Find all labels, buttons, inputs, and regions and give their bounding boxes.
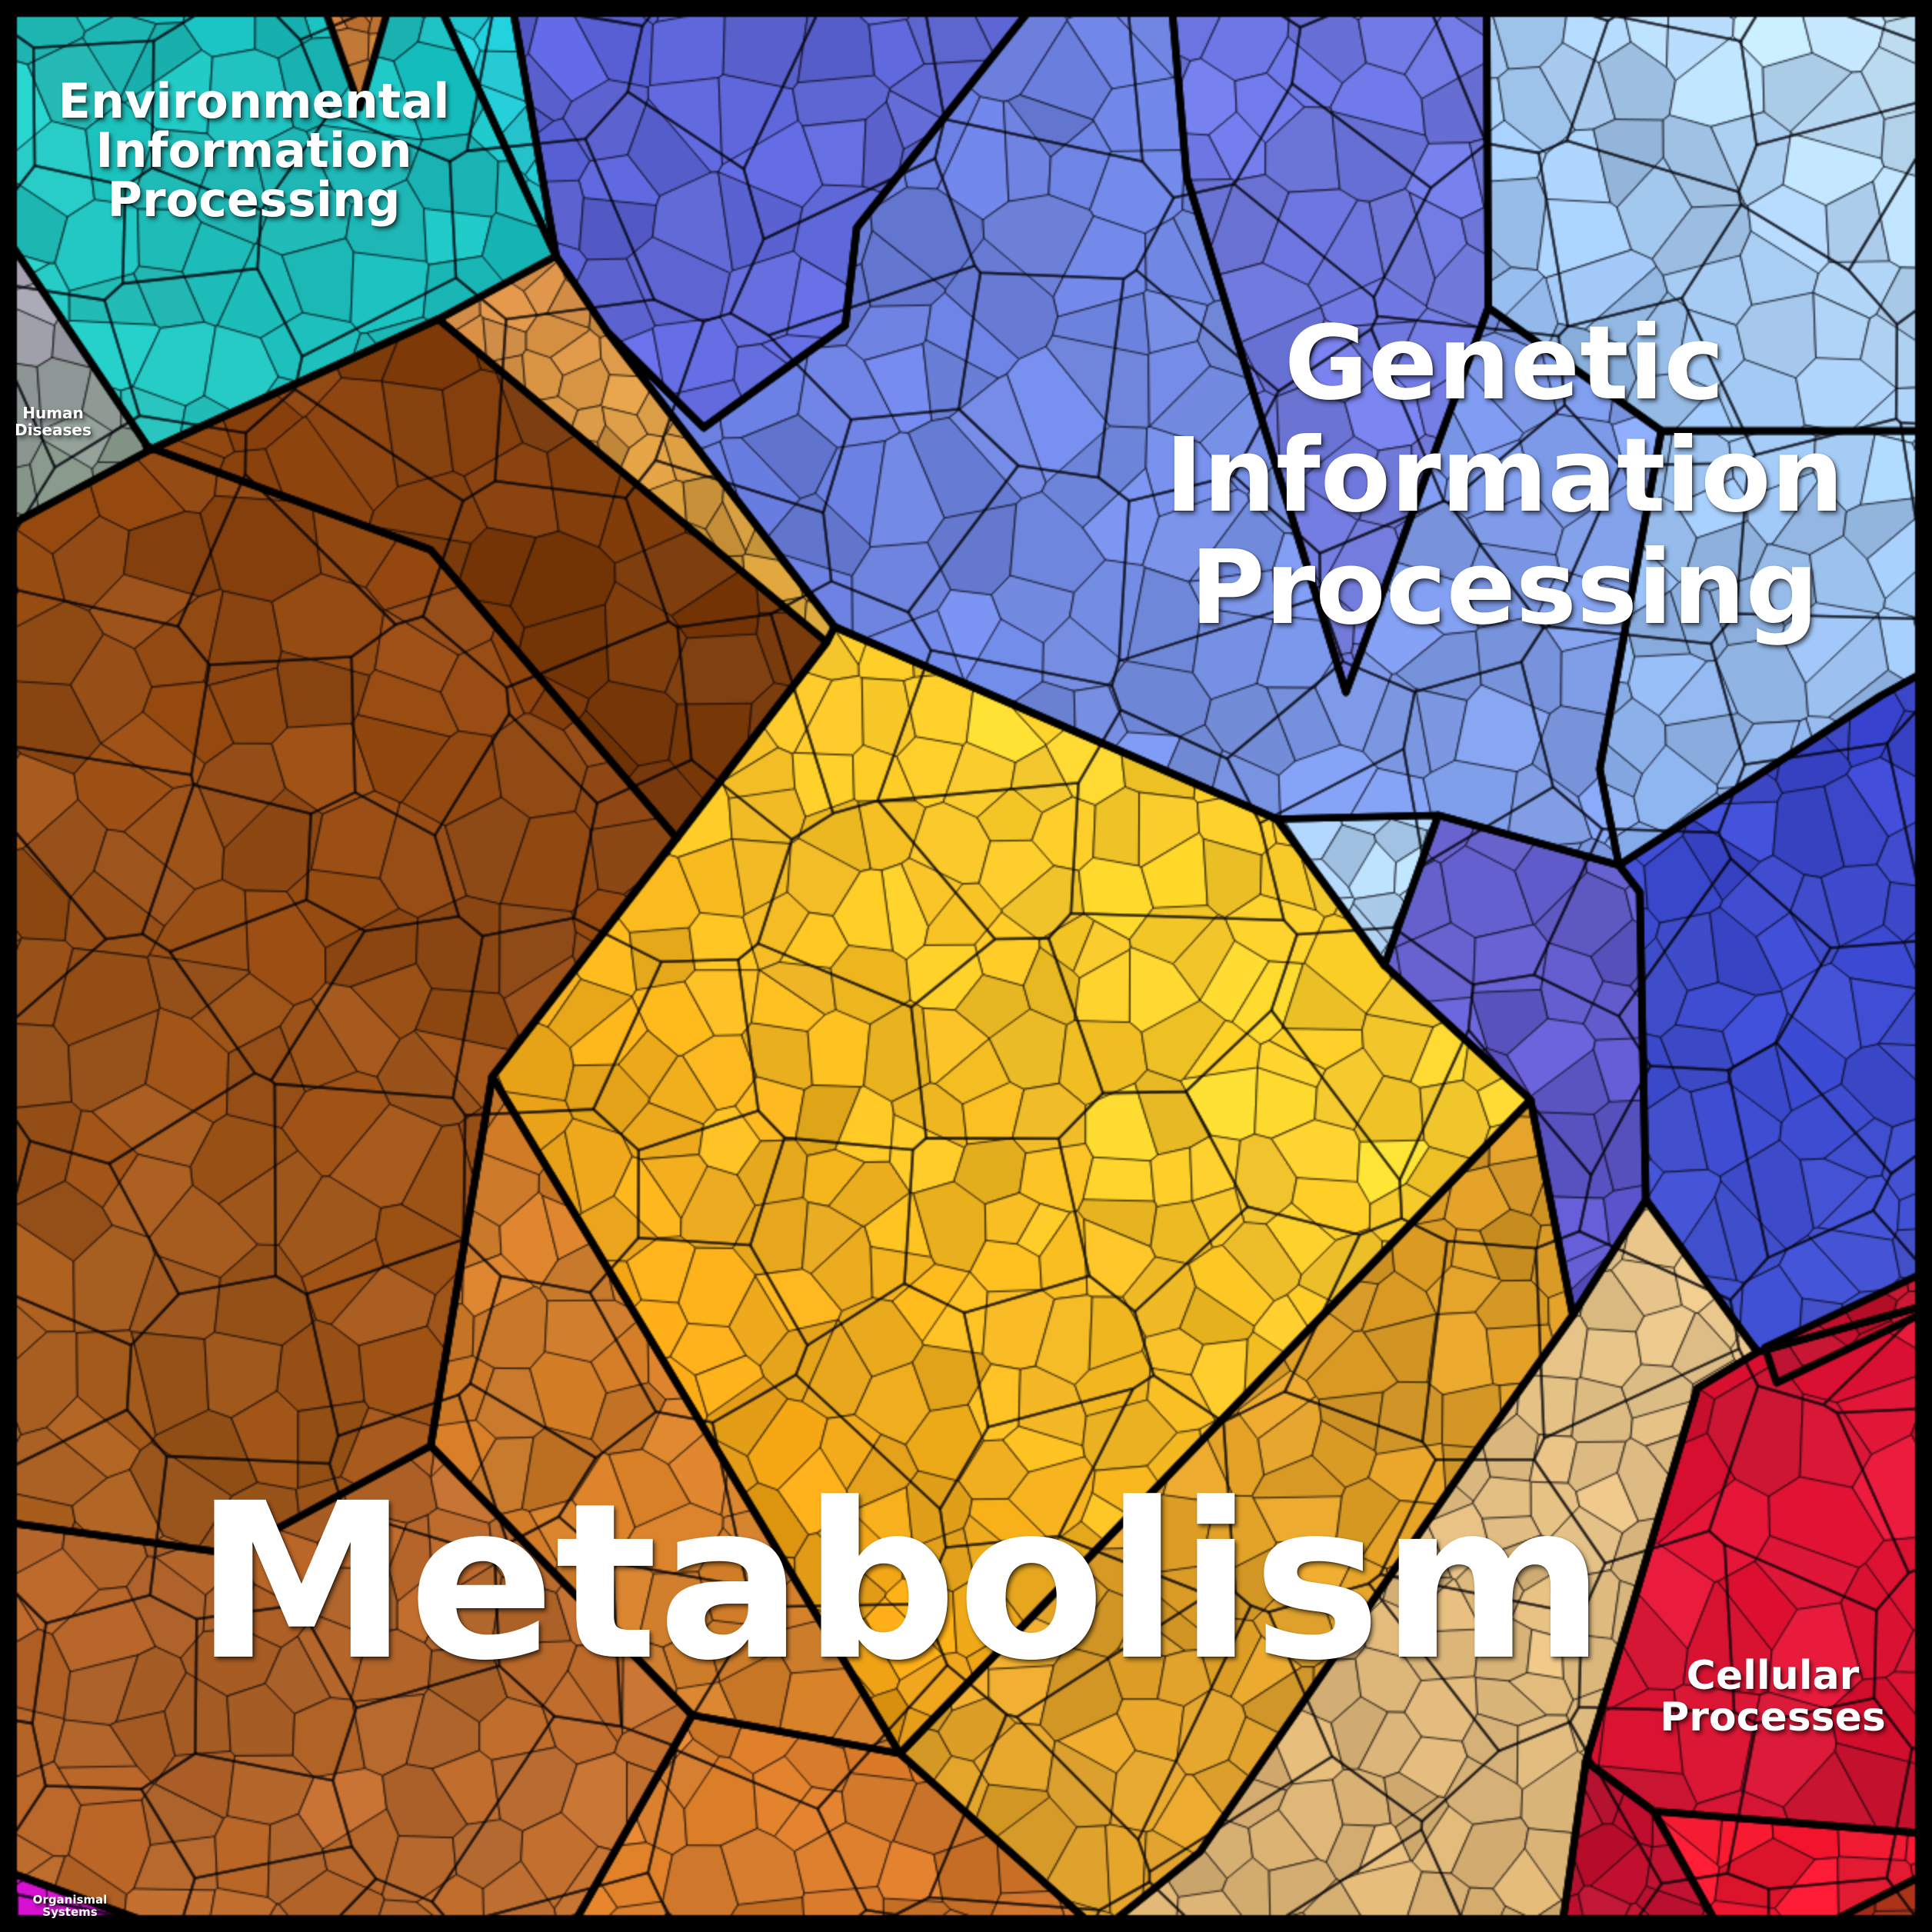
voronoi-treemap: Environmental Information Processing Gen…	[0, 0, 1932, 1932]
voronoi-treemap-canvas	[0, 0, 1932, 1932]
